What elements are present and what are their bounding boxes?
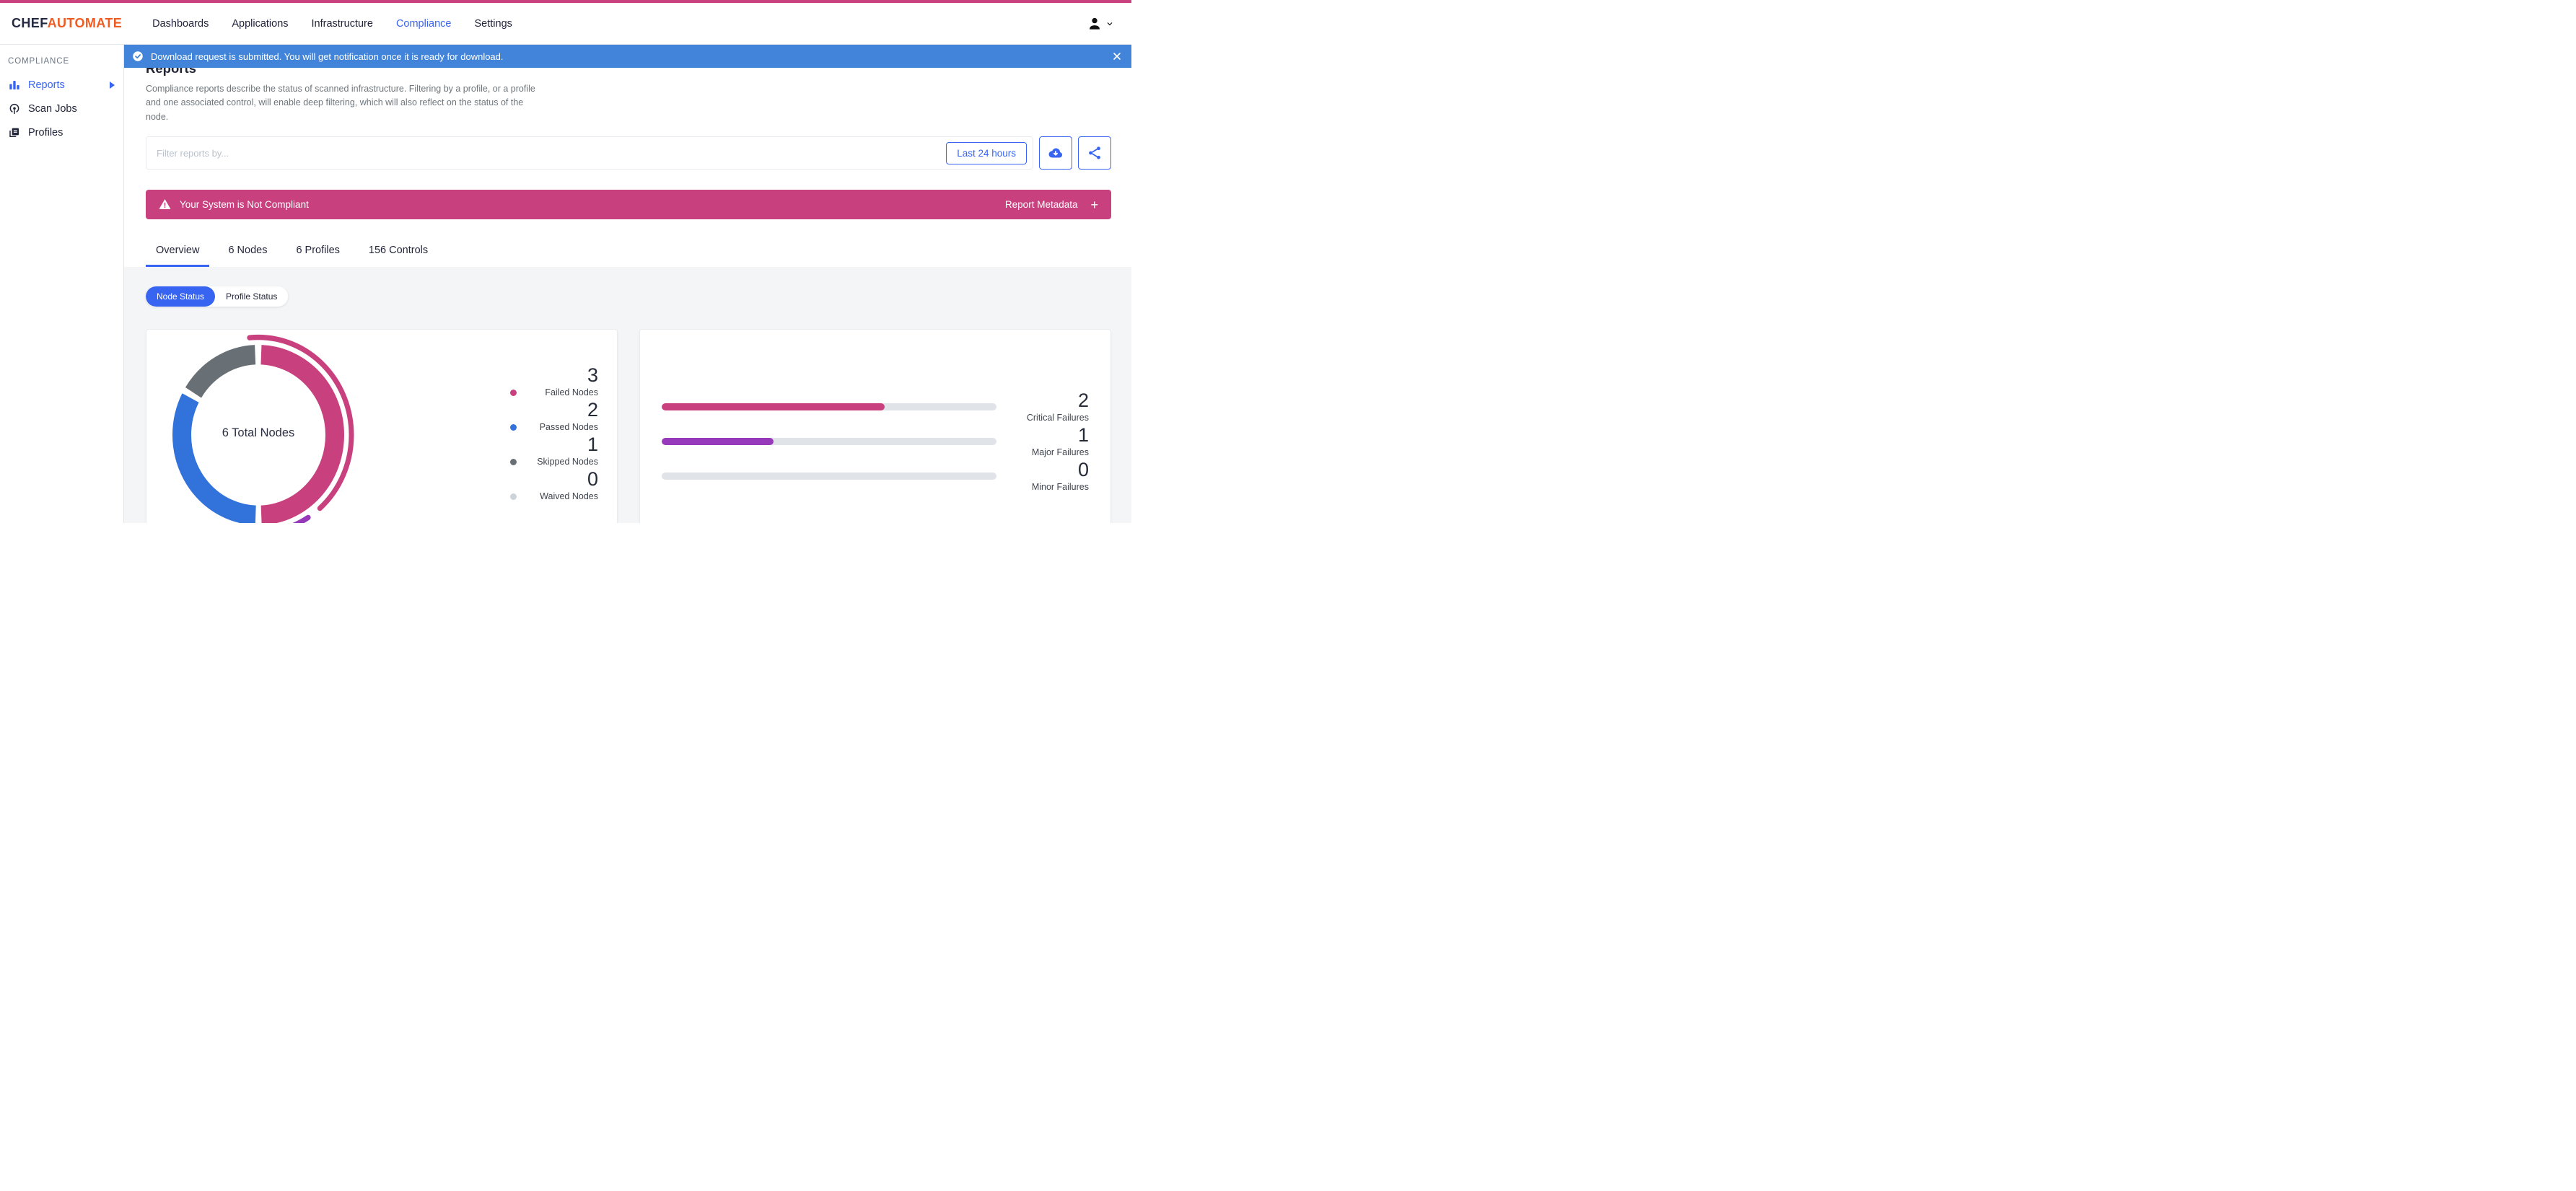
node-status-donut-chart <box>162 335 354 523</box>
severity-row-major: 1 Major Failures <box>662 424 1089 459</box>
report-metadata-label: Report Metadata <box>1004 199 1078 211</box>
app-header: CHEFAUTOMATE Dashboards Applications Inf… <box>0 3 1131 45</box>
tab-overview[interactable]: Overview <box>146 238 210 268</box>
sidebar-item-label: Profiles <box>28 126 63 139</box>
notification-banner: Download request is submitted. You will … <box>124 45 1131 68</box>
sidebar-item-label: Reports <box>28 79 65 91</box>
severity-bars-chart: 2 Critical Failures 1 Major F <box>640 330 1110 493</box>
tab-controls[interactable]: 156 Controls <box>368 245 429 257</box>
sidebar-item-reports[interactable]: Reports <box>0 73 123 97</box>
passed-nodes-count: 2 <box>587 399 598 421</box>
time-range-button[interactable]: Last 24 hours <box>946 141 1027 164</box>
major-failures-bar-fill <box>662 438 774 446</box>
waived-nodes-label: Waived Nodes <box>540 491 598 502</box>
profiles-icon <box>8 126 21 139</box>
legend-item-waived: 0 Waived Nodes <box>510 470 598 501</box>
sidebar-item-scan-jobs[interactable]: Scan Jobs <box>0 97 123 120</box>
nav-infrastructure[interactable]: Infrastructure <box>311 17 373 30</box>
legend-item-skipped: 1 Skipped Nodes <box>510 435 598 467</box>
nav-settings[interactable]: Settings <box>474 17 512 30</box>
sidebar-item-label: Scan Jobs <box>28 102 77 115</box>
page-description: Compliance reports describe the status o… <box>146 84 535 122</box>
outer-arc-critical <box>162 335 354 523</box>
severity-row-minor: 0 Minor Failures <box>662 459 1089 493</box>
waived-dot-icon <box>510 493 517 500</box>
close-icon[interactable] <box>1111 50 1123 62</box>
skipped-nodes-label: Skipped Nodes <box>537 457 598 467</box>
filter-reports-input[interactable] <box>146 147 947 159</box>
donut-center-label: 6 Total Nodes <box>222 426 295 440</box>
sidebar-reports-expand-arrow[interactable] <box>110 81 115 89</box>
minor-failures-bar-track <box>662 473 996 480</box>
app-screen: CHEFAUTOMATE Dashboards Applications Inf… <box>0 0 1131 523</box>
critical-failures-count: 2 <box>1077 390 1089 412</box>
sidebar-section-label: COMPLIANCE <box>8 57 70 66</box>
chef-automate-logo[interactable]: CHEFAUTOMATE <box>12 16 122 31</box>
critical-failures-label: Critical Failures <box>1026 413 1089 423</box>
tab-nodes[interactable]: 6 Nodes <box>228 245 268 257</box>
skipped-nodes-count: 1 <box>587 434 598 456</box>
filter-row: Last 24 hours <box>146 136 1111 170</box>
report-metadata-toggle[interactable]: Report Metadata + <box>1005 198 1098 211</box>
user-menu[interactable] <box>1087 16 1120 32</box>
cloud-download-icon <box>1047 144 1064 162</box>
severity-row-critical: 2 Critical Failures <box>662 390 1089 424</box>
logo-chef: CHEF <box>12 16 48 30</box>
passed-nodes-label: Passed Nodes <box>539 422 598 433</box>
sidebar: COMPLIANCE Reports Scan Jobs Profiles <box>0 45 124 523</box>
failure-severity-card: 2 Critical Failures 1 Major F <box>639 329 1111 523</box>
waived-nodes-count: 0 <box>587 468 598 491</box>
nav-dashboards[interactable]: Dashboards <box>152 17 209 30</box>
share-report-button[interactable] <box>1078 136 1111 170</box>
sidebar-item-profiles[interactable]: Profiles <box>0 120 123 144</box>
nav-compliance[interactable]: Compliance <box>395 17 452 30</box>
main-panel: Download request is submitted. You will … <box>124 45 1131 523</box>
donut-segment-failed <box>172 345 344 523</box>
critical-failures-bar-fill <box>662 403 885 411</box>
filter-box: Last 24 hours <box>146 136 1033 170</box>
legend-item-passed: 2 Passed Nodes <box>510 400 598 432</box>
minor-failures-label: Minor Failures <box>1031 482 1089 493</box>
download-report-button[interactable] <box>1039 136 1072 170</box>
status-toggle: Node Status Profile Status <box>146 286 289 307</box>
toggle-profile-status[interactable]: Profile Status <box>215 286 289 307</box>
passed-dot-icon <box>510 423 517 431</box>
share-icon <box>1087 145 1103 161</box>
compliance-alert-banner: Your System is Not Compliant Report Meta… <box>146 190 1111 220</box>
nav-applications[interactable]: Applications <box>232 17 289 30</box>
critical-failures-bar-track <box>662 403 996 411</box>
donut-segment-passed <box>172 345 344 523</box>
reports-header-section: Reports Compliance reports describe the … <box>124 45 1131 268</box>
tab-profiles[interactable]: 6 Profiles <box>296 245 340 257</box>
bar-chart-icon <box>8 79 21 92</box>
logo-automate: AUTOMATE <box>47 16 123 30</box>
failed-dot-icon <box>510 389 517 396</box>
notification-message: Download request is submitted. You will … <box>151 50 504 62</box>
major-failures-label: Major Failures <box>1031 447 1089 458</box>
warning-icon <box>159 198 171 211</box>
failed-nodes-label: Failed Nodes <box>545 387 598 398</box>
scan-jobs-icon <box>8 102 21 115</box>
node-status-legend: 3 Failed Nodes 2 Passed Nodes <box>510 366 598 504</box>
skipped-dot-icon <box>510 458 517 465</box>
major-failures-bar-track <box>662 438 996 446</box>
person-icon <box>1087 16 1103 32</box>
top-accent-strip <box>0 0 1131 3</box>
main-nav: Dashboards Applications Infrastructure C… <box>141 18 524 30</box>
overview-section: Node Status Profile Status <box>124 267 1131 523</box>
alert-message: Your System is Not Compliant <box>180 199 309 211</box>
report-tabs: Overview 6 Nodes 6 Profiles 156 Controls <box>146 238 1111 268</box>
failed-nodes-count: 3 <box>587 364 598 387</box>
node-status-card: 6 Total Nodes 3 Failed Nodes 2 <box>146 329 618 523</box>
minor-failures-count: 0 <box>1077 459 1089 481</box>
major-failures-count: 1 <box>1077 424 1089 447</box>
check-circle-icon <box>131 50 144 63</box>
plus-icon: + <box>1090 197 1098 212</box>
toggle-node-status[interactable]: Node Status <box>146 286 216 307</box>
legend-item-failed: 3 Failed Nodes <box>510 366 598 397</box>
chevron-down-icon <box>1105 19 1114 28</box>
